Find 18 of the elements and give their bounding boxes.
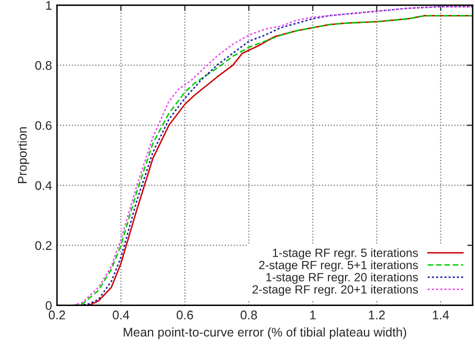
y-axis-title: Proportion — [18, 127, 30, 184]
y-tick-label: 0.2 — [35, 241, 52, 250]
legend-label: 2-stage RF regr. 5+1 iterations — [259, 260, 418, 272]
legend-label: 1-stage RF regr. 20 iterations — [266, 272, 418, 284]
y-tick-label: 0.6 — [35, 121, 52, 130]
y-tick-label: 0.8 — [35, 61, 52, 70]
y-tick-label: 1 — [46, 1, 52, 10]
x-tick-label: 0.4 — [112, 310, 130, 320]
x-tick-label: 1 — [310, 310, 316, 320]
y-tick-label: 0.4 — [35, 181, 52, 190]
x-axis-title: Mean point-to-curve error (% of tibial plateau width) — [124, 327, 406, 340]
y-tick-label: 0 — [46, 301, 52, 310]
x-tick-label: 1.2 — [368, 310, 385, 320]
legend-label: 2-stage RF regr. 20+1 iterations — [252, 284, 418, 296]
x-tick-label: 1.4 — [432, 310, 449, 320]
x-tick-label: 0.8 — [240, 310, 257, 320]
x-tick-label: 0.6 — [176, 310, 194, 320]
legend-label: 1-stage RF regr. 5 iterations — [272, 248, 418, 260]
